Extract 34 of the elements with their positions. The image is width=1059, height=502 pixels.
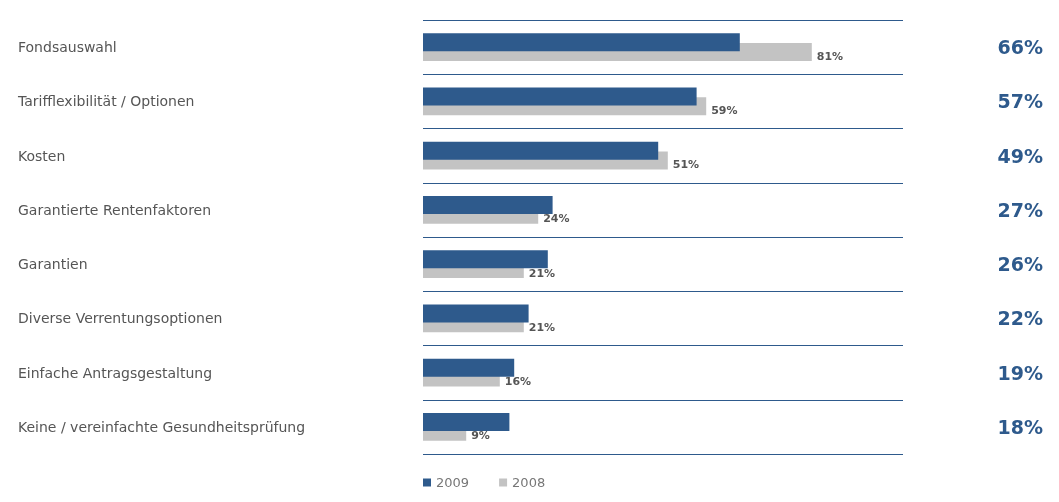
y-tick-label: Tarifflexibilität / Optionen <box>17 93 195 110</box>
data-label: 21% <box>528 266 556 280</box>
data-label: 27% <box>997 198 1043 221</box>
data-label: 22% <box>997 307 1043 330</box>
bar <box>423 304 529 323</box>
data-label: 24% <box>543 212 570 226</box>
bar <box>423 358 515 377</box>
data-label: 19% <box>997 361 1043 384</box>
y-tick-label: Diverse Verrentungsoptionen <box>18 310 223 327</box>
data-label: 18% <box>997 415 1043 438</box>
data-label: 21% <box>528 320 556 334</box>
data-label: 51% <box>672 158 700 172</box>
data-label: 66% <box>997 36 1043 59</box>
data-label: 57% <box>997 90 1043 113</box>
y-tick-label: Garantien <box>18 256 88 273</box>
y-tick-label: Einfache Antragsgestaltung <box>18 364 213 381</box>
data-label: 81% <box>816 49 844 63</box>
bar <box>423 250 548 269</box>
legend-label: 2008 <box>512 475 546 490</box>
bar <box>423 33 740 52</box>
y-tick-label: Keine / vereinfachte Gesundheitsprüfung <box>18 418 306 435</box>
y-tick-label: Kosten <box>18 147 66 164</box>
y-tick-label: Garantierte Rentenfaktoren <box>18 201 212 218</box>
bar <box>423 412 510 431</box>
bar <box>423 87 697 106</box>
data-label: 16% <box>504 375 532 389</box>
legend-label: 2009 <box>436 475 470 490</box>
data-label: 49% <box>997 144 1043 167</box>
data-label: 59% <box>711 103 738 117</box>
data-label: 26% <box>997 253 1043 276</box>
data-label: 9% <box>471 429 490 443</box>
bar <box>423 195 553 214</box>
y-tick-label: Fondsauswahl <box>18 39 117 56</box>
bar <box>423 141 659 160</box>
